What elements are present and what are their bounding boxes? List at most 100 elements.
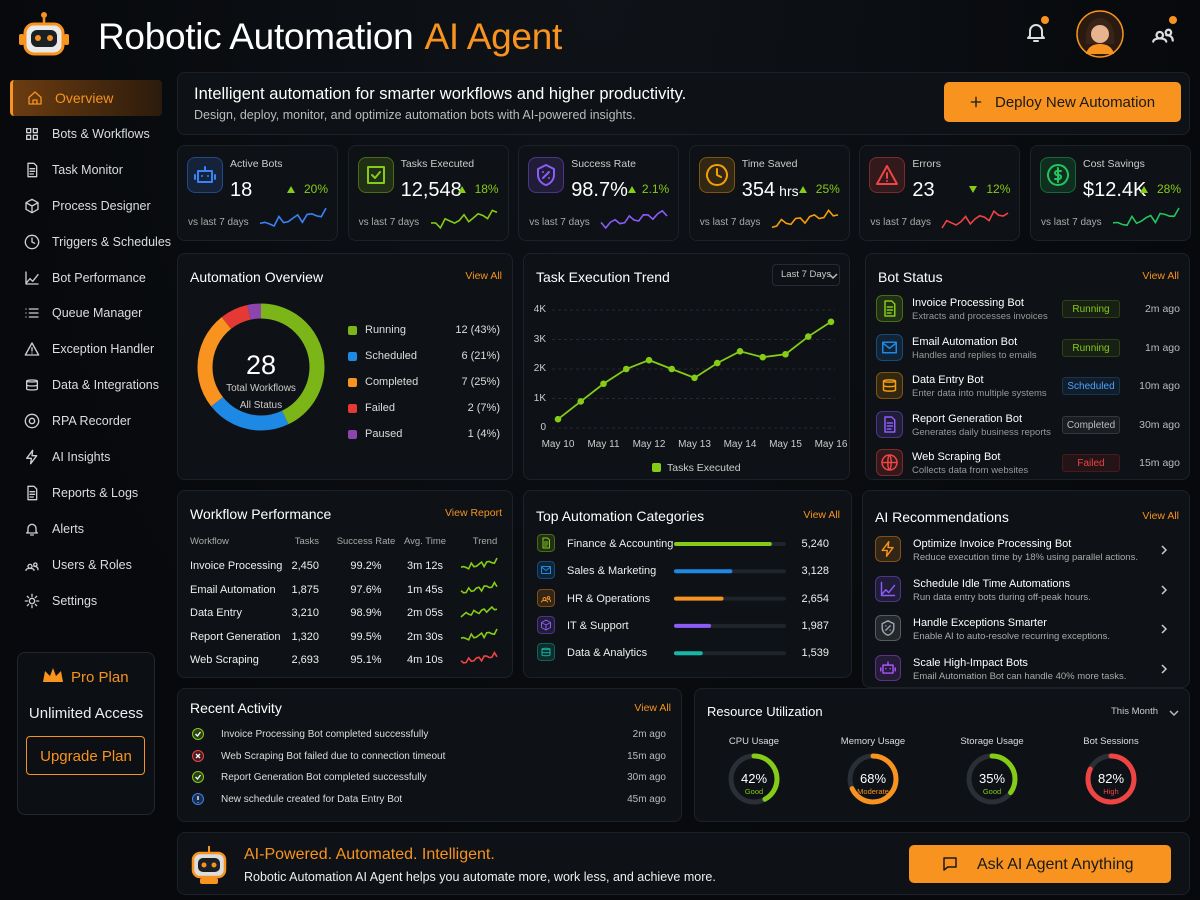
legend-label: Tasks Executed	[667, 462, 741, 474]
icon-glyph	[970, 96, 982, 108]
bar	[674, 596, 724, 601]
trend-arrow	[287, 186, 295, 193]
icon	[876, 295, 903, 322]
logo-ear	[64, 34, 69, 45]
recent-activity: Recent Activity View All Invoice Processin…	[177, 688, 682, 822]
nav-item[interactable]: Task Monitor	[10, 152, 162, 188]
activity-text: New schedule created for Data Entry Bot	[221, 793, 403, 805]
table-cell: 95.1%	[350, 654, 382, 666]
point	[759, 353, 767, 361]
bot-time: 30m ago	[1139, 418, 1180, 431]
nav-label: Process Designer	[52, 198, 151, 213]
nav-item[interactable]: Users & Roles	[10, 547, 162, 583]
icon	[1027, 24, 1045, 42]
table-cell: 1m 45s	[406, 583, 444, 596]
point	[600, 380, 607, 388]
footer-tagline: AI-Powered. Automated. Intelligent.	[244, 846, 495, 863]
icon	[537, 643, 555, 662]
nav-item[interactable]: Settings	[10, 583, 162, 619]
table-cell: 98.9%	[350, 607, 382, 619]
deploy-button-label: Deploy New Automation	[995, 94, 1156, 111]
icon-path	[876, 165, 899, 185]
kpi-period: vs last 7 days	[699, 217, 761, 228]
nav-item[interactable]: Process Designer	[10, 188, 162, 224]
nav-item[interactable]: Queue Manager	[10, 295, 162, 331]
recommendation-desc: Enable AI to auto-resolve recurring exce…	[913, 631, 1110, 642]
chevron	[828, 273, 838, 280]
x-tick-label: May 12	[632, 439, 666, 450]
point	[736, 348, 744, 355]
recommendation-item[interactable]: Schedule Idle Time Automations Run data e…	[867, 572, 1185, 608]
status-badge: Scheduled	[1062, 377, 1120, 395]
icon-bg	[876, 372, 903, 399]
x-tick-label: May 11	[587, 439, 620, 450]
icon-glyph	[705, 164, 728, 186]
icon	[24, 593, 40, 608]
nav-item[interactable]: Alerts	[10, 511, 162, 547]
kpi-change: 18%	[474, 182, 499, 196]
category-value: 3,128	[801, 565, 829, 578]
gauge-status: Good	[982, 787, 1002, 796]
icon-glyph	[541, 619, 551, 631]
icon	[24, 413, 40, 429]
gauge-status: Good	[744, 787, 764, 796]
nav-item[interactable]: RPA Recorder	[10, 403, 162, 439]
icon-glyph	[194, 166, 216, 183]
legend-value: 7 (25%)	[461, 376, 500, 388]
notification-dot-shape	[1169, 16, 1177, 24]
nav-item[interactable]: Bot Performance	[10, 260, 162, 296]
deploy-button[interactable]: Deploy New Automation	[944, 82, 1181, 122]
kpi-card: Cost Savings $12.4K 28% vs last 7 days	[1030, 145, 1191, 241]
icon-glyph	[943, 857, 957, 871]
bot-desc: Enter data into multiple systems	[912, 388, 1047, 399]
gauge-arc	[847, 753, 899, 805]
nav-item[interactable]: Overview	[10, 80, 162, 116]
icon-path	[24, 234, 40, 249]
sparkline	[460, 605, 498, 618]
gauge-name: Bot Sessions	[1083, 736, 1139, 747]
nav-label: RPA Recorder	[52, 414, 131, 429]
recommendation-item[interactable]: Scale High-Impact Bots Email Automation B…	[867, 651, 1185, 687]
nav-item[interactable]: Triggers & Schedules	[10, 224, 171, 260]
gauge-value: 35%	[978, 771, 1006, 786]
icon-glyph	[1027, 24, 1045, 42]
nav-item[interactable]: Bots & Workflows	[10, 116, 162, 152]
robot-eye	[211, 862, 217, 868]
nav-item[interactable]: Reports & Logs	[10, 475, 162, 511]
icon-path	[27, 485, 38, 501]
recommendation-item[interactable]: Optimize Invoice Processing Bot Reduce ex…	[867, 532, 1185, 568]
status-icon-ring	[192, 771, 204, 783]
kpi-change: 20%	[303, 182, 328, 196]
icon	[970, 96, 982, 108]
legend-value: 1 (4%)	[467, 428, 500, 440]
status-badge: Running	[1062, 338, 1120, 357]
nav-item[interactable]: AI Insights	[10, 439, 162, 475]
filter-dropdown[interactable]: This Month	[1103, 703, 1181, 723]
workflow-performance: Workflow Performance View Report Workflow T…	[177, 490, 513, 678]
icon-path	[1152, 28, 1174, 43]
kpi-period: vs last 7 days	[188, 217, 249, 228]
icon	[875, 615, 901, 641]
hero-banner: Intelligent automation for smarter workf…	[177, 72, 1190, 135]
filter-dropdown[interactable]: Last 7 Days	[772, 264, 840, 286]
recommendation-item[interactable]: Handle Exceptions Smarter Enable AI to au…	[867, 611, 1185, 647]
category-value: 5,240	[801, 538, 829, 550]
icon-path	[25, 270, 39, 285]
sparkline	[460, 580, 498, 594]
chevron-path	[1169, 710, 1179, 717]
robot-eye	[201, 862, 207, 868]
bot-name: Invoice Processing Bot	[912, 297, 1024, 309]
gauge-arc	[966, 753, 1018, 805]
legend-swatch	[348, 378, 357, 387]
nav-item[interactable]: Data & Integrations	[10, 367, 162, 403]
trend-arrow-shape	[628, 186, 637, 193]
kpi-label: Cost Savings	[1083, 158, 1145, 170]
chevron-path	[1161, 584, 1168, 595]
footer-desc: Robotic Automation AI Agent helps you au…	[244, 870, 716, 884]
upgrade-button[interactable]: Upgrade Plan	[26, 736, 145, 775]
ask-ai-button[interactable]: Ask AI Agent Anything	[909, 845, 1171, 883]
activity-text: Web Scraping Bot failed due to connectio…	[221, 750, 446, 762]
nav-label: Bot Performance	[52, 270, 146, 285]
nav-item[interactable]: Exception Handler	[10, 331, 162, 367]
